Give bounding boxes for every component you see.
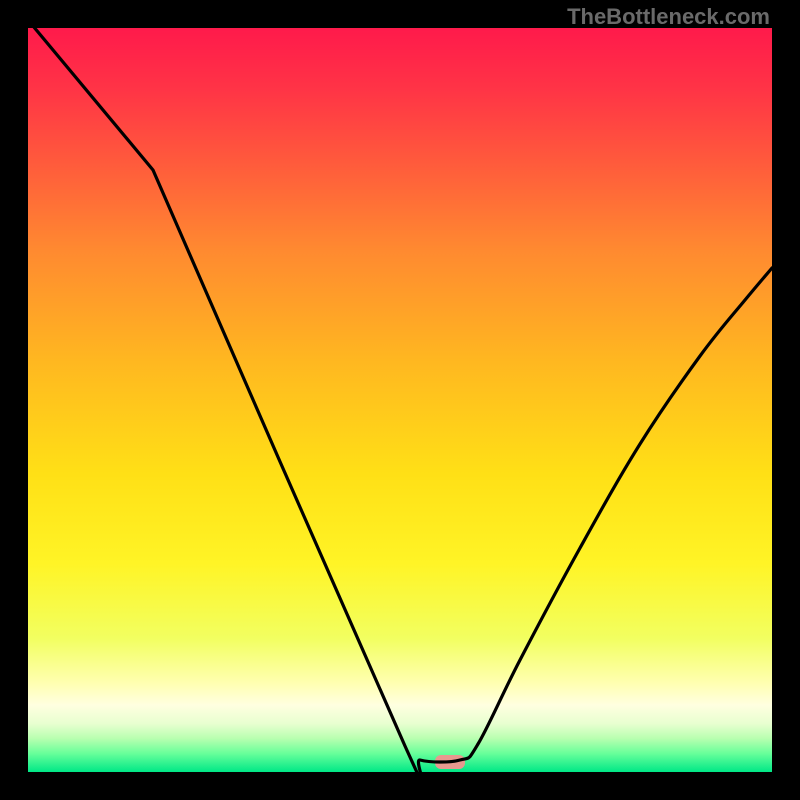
border-bottom — [0, 772, 800, 800]
border-right — [772, 0, 800, 800]
border-left — [0, 0, 28, 800]
gradient-plot-area — [28, 28, 772, 772]
watermark-text: TheBottleneck.com — [567, 4, 770, 30]
chart-canvas: TheBottleneck.com — [0, 0, 800, 800]
bottleneck-marker — [435, 755, 465, 769]
